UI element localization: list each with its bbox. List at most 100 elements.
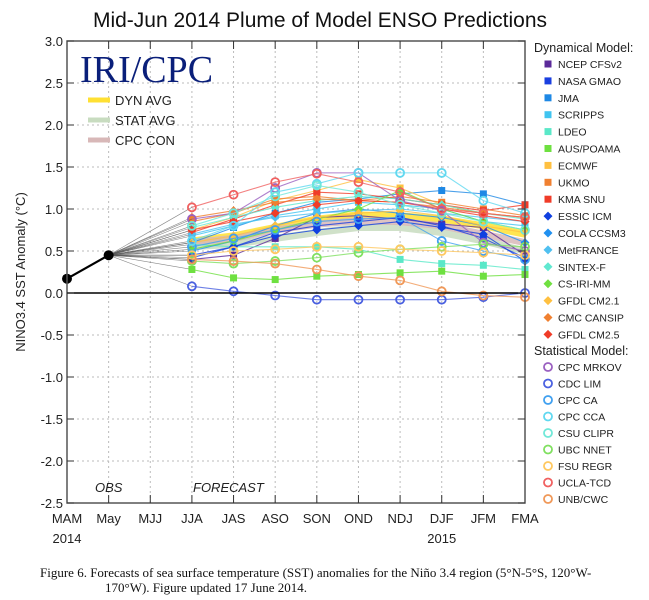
data-point-ucla-tcd <box>311 168 322 179</box>
legend-label: LDEO <box>558 127 587 139</box>
data-point-kma-snu <box>313 188 321 196</box>
connector-metfrance <box>108 233 192 256</box>
legend-label: KMA SNU <box>558 194 605 206</box>
data-point-cpc-cca <box>436 167 447 178</box>
series-line-cpc-cca <box>191 172 526 242</box>
x-tick-label: OND <box>344 511 373 526</box>
data-point-essic-icm <box>478 229 488 239</box>
y-tick-labels: 3.0 2.5 2.0 1.5 1.0 0.5 0.0 -0.5 -1.0 -1.5 -2.0 -2.… <box>41 34 63 511</box>
data-point-ucla-tcd <box>353 177 364 188</box>
legend-marker <box>544 94 552 102</box>
forecast-annotation: FORECAST <box>193 480 265 495</box>
legend-label: COLA CCSM3 <box>558 228 626 240</box>
legend-marker <box>543 211 553 221</box>
data-point-ucla-tcd <box>228 189 239 200</box>
data-point-csu-clipr <box>270 191 281 202</box>
legend-label: NASA GMAO <box>558 76 621 88</box>
y-tick-label: -1.0 <box>41 370 63 385</box>
legend-marker <box>544 195 552 203</box>
data-point-fsu-regr <box>270 244 281 255</box>
legend-marker <box>543 329 553 339</box>
legend-label: AUS/POAMA <box>558 144 620 156</box>
legend-label: UNB/CWC <box>558 494 609 506</box>
data-point-fsu-regr <box>436 246 447 256</box>
x-tick-label: DJF <box>430 511 454 526</box>
year-label: 2014 <box>53 531 82 546</box>
y-tick-label: 2.5 <box>45 76 63 91</box>
x-tick-label: JFM <box>471 511 496 526</box>
y-tick-label: -2.0 <box>41 454 63 469</box>
data-point-cpc-ca <box>395 212 405 223</box>
data-point-cpc-cca <box>228 220 239 231</box>
data-point-cdc-lim <box>311 294 322 305</box>
legend-marker <box>543 313 553 322</box>
observed-line <box>66 254 110 280</box>
data-point-unb-cwc <box>187 254 197 265</box>
data-point-ldeo <box>438 260 446 268</box>
data-point-ucla-tcd <box>187 202 197 213</box>
data-point-unb-cwc <box>436 286 447 297</box>
legend-label: SINTEX-F <box>558 262 606 274</box>
data-point-csu-clipr <box>353 187 364 198</box>
x-tick-label: FMA <box>511 511 539 526</box>
connector-cdc-lim <box>108 254 193 287</box>
legend-label: SCRIPPS <box>558 110 604 122</box>
data-point-fsu-regr <box>395 244 405 255</box>
data-point-aus-poama <box>479 272 487 280</box>
data-point-cdc-lim <box>228 286 239 297</box>
legend-label: NCEP CFSv2 <box>558 59 622 71</box>
data-point-aus-poama <box>396 269 404 277</box>
data-point-essic-icm <box>353 221 363 231</box>
data-point-cpc-cca <box>395 167 405 178</box>
legend-marker <box>543 228 553 238</box>
connector-ucla-tcd <box>108 207 193 256</box>
data-point-cpc-mrkov <box>187 214 197 224</box>
legend-marker <box>543 279 553 289</box>
legend-marker <box>544 178 552 186</box>
data-point-cpc-cca <box>353 167 364 178</box>
y-axis-label: NINO3.4 SST Anomaly (°C) <box>13 192 28 352</box>
legend-label: STAT AVG <box>115 113 175 128</box>
y-tick-label: 0.0 <box>45 286 63 301</box>
series-line-cpc-ca <box>191 216 526 260</box>
data-point-jma <box>438 187 446 195</box>
data-point-csu-clipr <box>228 208 239 219</box>
data-point-unb-cwc <box>353 271 364 282</box>
legend-marker <box>544 128 552 136</box>
legend-label: UKMO <box>558 177 590 189</box>
legend-marker <box>543 461 553 471</box>
legend-label: CPC CON <box>115 133 175 148</box>
legend-label: ECMWF <box>558 160 598 172</box>
data-point-essic-icm <box>312 225 322 235</box>
connector-ukmo <box>108 221 193 256</box>
legend-label: MetFRANCE <box>558 245 619 257</box>
data-point-aus-poama <box>188 265 196 273</box>
y-tick-label: -2.5 <box>41 496 63 511</box>
data-point-unb-cwc <box>311 264 322 275</box>
data-point-cdc-lim <box>395 294 405 305</box>
series-line-fsu-regr <box>191 246 526 256</box>
data-point-essic-icm <box>437 222 447 232</box>
legend-marker <box>543 477 553 488</box>
y-tick-label: 3.0 <box>45 34 63 49</box>
legend-label: JMA <box>558 93 579 105</box>
year-label: 2015 <box>427 531 456 546</box>
legend-dynamical-title: Dynamical Model: <box>534 41 633 55</box>
caption-line-1: Figure 6. Forecasts of sea surface tempe… <box>40 565 592 580</box>
axes <box>66 40 526 504</box>
data-point-ldeo <box>479 261 487 269</box>
figure-caption: Figure 6. Forecasts of sea surface tempe… <box>40 565 640 595</box>
legend-label: CPC CCA <box>558 412 605 424</box>
legend-marker <box>544 111 552 119</box>
y-tick-label: -0.5 <box>41 328 63 343</box>
connector-unb-cwc <box>108 254 192 260</box>
data-point-cmc-cansip <box>312 194 322 204</box>
series-line-unb-cwc <box>191 258 526 298</box>
data-point-cpc-ca <box>228 233 239 244</box>
legend-marker <box>543 378 553 389</box>
y-tick-label: 1.5 <box>45 160 63 175</box>
data-point-unb-cwc <box>395 275 405 286</box>
data-point-fsu-regr <box>478 247 489 258</box>
data-point-ubc-nnet <box>311 252 322 263</box>
data-point-cpc-cca <box>187 236 197 246</box>
